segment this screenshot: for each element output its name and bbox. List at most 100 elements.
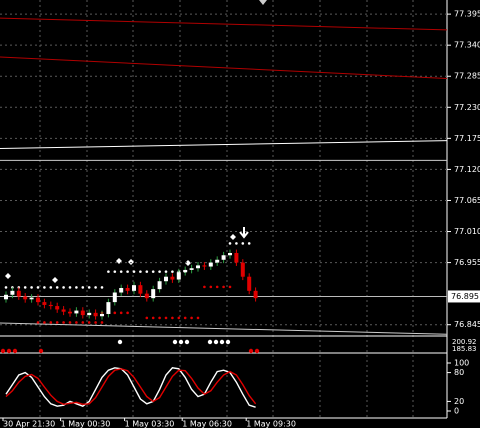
- level-dot: [94, 286, 97, 289]
- level-dot: [68, 286, 72, 289]
- level-dot: [171, 316, 174, 320]
- level-dot: [228, 285, 232, 289]
- level-dot: [113, 270, 117, 273]
- level-dot: [55, 286, 59, 289]
- level-dot: [145, 270, 149, 273]
- y-tick-label: 100: [454, 359, 469, 368]
- level-dot: [126, 311, 129, 315]
- trend-line: [0, 322, 448, 335]
- level-dot: [107, 270, 110, 273]
- level-dot: [171, 270, 174, 273]
- level-dot: [158, 316, 161, 320]
- level-dot: [151, 270, 155, 273]
- signal-diamonds: [5, 234, 236, 283]
- candle-body: [36, 297, 40, 303]
- candle-body: [61, 309, 66, 312]
- y-tick-label: 76.955: [454, 258, 480, 267]
- level-dot: [4, 286, 8, 289]
- level-dot: [94, 321, 97, 324]
- level-dot: [222, 285, 225, 289]
- candle-body: [10, 290, 15, 295]
- candle-body: [132, 285, 136, 291]
- candle-body: [29, 297, 34, 300]
- oscillator-line: [5, 367, 256, 408]
- y-tick-label: 0: [454, 407, 459, 416]
- level-dot: [139, 270, 142, 273]
- y-tick-label: 77.230: [454, 103, 480, 112]
- candle-body: [23, 296, 28, 300]
- y-tick-label: 77.175: [454, 134, 480, 143]
- level-dot: [81, 321, 85, 324]
- level-dot: [36, 286, 40, 289]
- level-dot: [100, 321, 104, 324]
- x-tick-label: 1 May 00:30: [61, 420, 111, 428]
- candle-body: [80, 310, 85, 316]
- candle-body: [125, 288, 130, 291]
- level-dot: [235, 242, 238, 245]
- level-dot: [113, 311, 117, 315]
- trend-line: [0, 56, 448, 79]
- y-tick-label: 77.010: [454, 227, 480, 236]
- candle-body: [208, 262, 213, 267]
- y-tick-label: 77.340: [454, 41, 480, 50]
- candle-body: [176, 272, 181, 280]
- level-dot: [49, 286, 53, 289]
- candle-body: [253, 290, 258, 299]
- level-dot: [55, 321, 59, 324]
- candle-body: [55, 306, 60, 310]
- level-dot: [36, 321, 40, 324]
- candle-body: [138, 285, 143, 294]
- level-dot: [190, 316, 193, 320]
- y-tick-label: 77.285: [454, 72, 480, 81]
- level-dot: [164, 316, 168, 320]
- candle-body: [183, 269, 188, 273]
- level-dot: [177, 316, 181, 320]
- level-dot: [43, 286, 46, 289]
- candle-body: [221, 255, 226, 260]
- trend-line: [0, 140, 448, 150]
- level-dot: [68, 321, 72, 324]
- strip-dots: [0, 339, 260, 354]
- level-dot: [49, 321, 53, 324]
- candle-body: [144, 293, 149, 299]
- candle-body: [157, 281, 162, 290]
- level-dot: [203, 285, 206, 289]
- current-price-box: [448, 290, 480, 303]
- level-dot: [62, 321, 65, 324]
- level-dot: [183, 316, 187, 320]
- level-dot: [43, 321, 46, 324]
- level-dot: [164, 270, 168, 273]
- candle-body: [93, 312, 98, 317]
- candle-body: [112, 292, 117, 303]
- oscillator-line: [5, 368, 257, 406]
- candle-body: [189, 268, 194, 270]
- scroll-marker: [259, 0, 267, 5]
- x-tick-label: 30 Apr 21:30: [3, 420, 55, 428]
- y-tick-label: 76.845: [454, 320, 480, 329]
- y-tick-label: 77.120: [454, 165, 480, 174]
- candle-body: [164, 276, 168, 282]
- strip-label: 200.92: [452, 338, 477, 346]
- level-dot: [209, 285, 213, 289]
- candle-body: [48, 304, 53, 307]
- level-dot: [215, 285, 219, 289]
- candle-body: [106, 302, 111, 314]
- level-dot: [75, 286, 78, 289]
- candle-body: [228, 252, 232, 256]
- level-dot: [119, 311, 123, 315]
- level-dot: [132, 270, 136, 273]
- candle-body: [100, 313, 104, 317]
- candle-body: [151, 289, 156, 299]
- candle-body: [240, 262, 245, 277]
- current-price-label: 76.895: [451, 292, 479, 301]
- level-dot: [241, 242, 245, 245]
- signal-arrow: [239, 227, 249, 239]
- level-dot: [119, 270, 123, 273]
- candle-body: [202, 265, 207, 267]
- candle-body: [234, 252, 239, 263]
- level-dot: [151, 316, 155, 320]
- candle-body: [170, 276, 175, 280]
- level-dot: [23, 286, 27, 289]
